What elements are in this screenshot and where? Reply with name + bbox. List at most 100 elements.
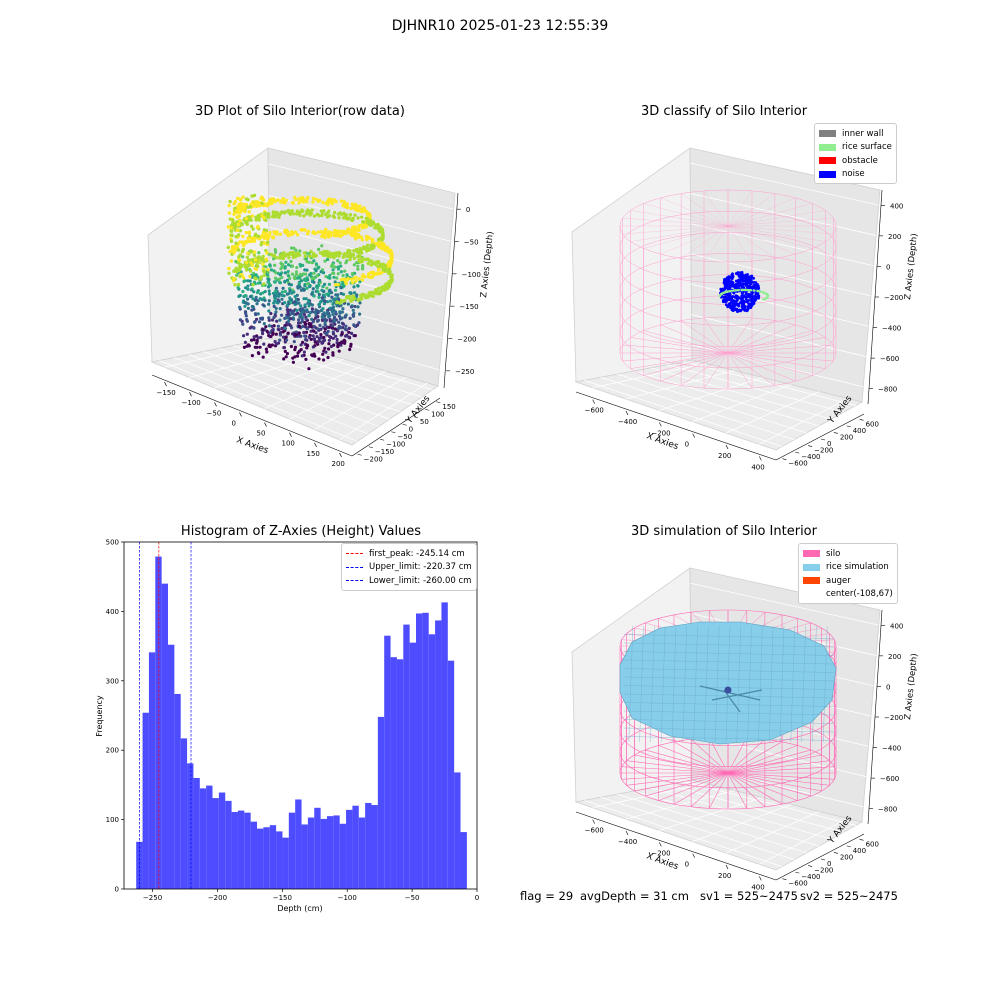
z-tick-label: −400	[882, 745, 901, 753]
grid-line	[600, 376, 795, 441]
data-point	[245, 261, 249, 265]
grid-line	[289, 370, 386, 420]
data-point	[320, 244, 324, 248]
z-tick-label: −100	[462, 271, 481, 279]
data-point	[290, 309, 294, 313]
data-point	[304, 322, 308, 326]
data-point	[262, 282, 266, 286]
data-point	[242, 243, 246, 248]
data-point	[334, 334, 338, 338]
data-point	[335, 337, 339, 342]
data-point	[305, 338, 309, 342]
data-point	[271, 331, 275, 335]
data-point	[262, 342, 266, 346]
data-point	[390, 252, 394, 257]
data-point	[331, 351, 335, 355]
data-point	[229, 239, 234, 243]
data-point	[283, 271, 287, 275]
rice-mesh-line	[623, 634, 835, 639]
y-tick-label: −400	[801, 873, 820, 881]
noise-point	[737, 309, 741, 313]
grid-line	[269, 258, 446, 306]
data-point	[301, 310, 305, 314]
data-point	[317, 247, 321, 251]
data-point	[267, 299, 271, 303]
data-point	[320, 288, 324, 292]
noise-point	[750, 295, 753, 299]
data-point	[303, 254, 308, 259]
data-point	[353, 334, 357, 338]
rice-mesh-line	[623, 710, 835, 716]
grid-line	[650, 787, 832, 840]
data-point	[285, 231, 289, 235]
data-point	[312, 338, 317, 342]
histogram-bar	[231, 811, 238, 889]
data-point	[333, 231, 337, 235]
y-tick	[820, 438, 826, 441]
data-point	[283, 301, 287, 305]
data-point	[307, 209, 311, 214]
data-point	[357, 233, 361, 237]
data-point	[297, 321, 301, 325]
data-point	[380, 229, 385, 233]
x-tick-label: −150	[157, 389, 176, 397]
z-tick-label: 200	[888, 233, 901, 241]
noise-point	[724, 303, 728, 307]
noise-point	[737, 302, 740, 306]
data-point	[255, 302, 259, 306]
data-point	[325, 286, 329, 290]
rice-surface-point	[749, 289, 752, 292]
data-point	[254, 204, 259, 208]
noise-point	[739, 283, 742, 287]
x-tick-label: −200	[651, 429, 670, 437]
data-point	[301, 324, 305, 328]
silo-wire-spoke	[727, 738, 766, 774]
data-point	[374, 272, 378, 276]
data-point	[285, 292, 289, 296]
y-tick	[808, 445, 813, 447]
data-point	[300, 319, 304, 323]
data-point	[244, 230, 249, 235]
data-point	[236, 282, 241, 287]
data-point	[234, 235, 238, 239]
data-point	[331, 312, 335, 316]
y-tick	[859, 838, 864, 841]
rice-depression	[699, 685, 763, 713]
rice-mesh-line	[623, 727, 835, 733]
data-point	[348, 316, 352, 320]
data-point	[294, 248, 298, 252]
data-point	[276, 324, 280, 328]
silo-wire-spoke	[727, 741, 783, 774]
y-tick-label: 0	[827, 440, 831, 448]
grid-line	[339, 382, 428, 441]
data-point	[337, 324, 341, 328]
figure-title: DJHNR10 2025-01-23 12:55:39	[391, 18, 609, 34]
data-point	[340, 332, 344, 336]
y-tick	[846, 425, 851, 428]
noise-point	[754, 284, 758, 288]
data-point	[334, 312, 338, 316]
data-point	[320, 296, 324, 300]
data-point	[315, 335, 319, 339]
data-point	[311, 287, 315, 291]
silo-wire-spoke	[680, 225, 729, 259]
data-point	[312, 214, 317, 218]
histogram-bar	[199, 788, 207, 889]
data-point	[311, 196, 316, 201]
z-tick-label: 0	[886, 683, 890, 691]
x-tick	[314, 442, 317, 447]
data-point	[280, 326, 284, 331]
data-point	[332, 275, 336, 279]
data-point	[317, 339, 321, 343]
data-point	[379, 246, 384, 250]
data-point	[227, 211, 232, 215]
data-point	[316, 290, 320, 294]
data-point	[355, 293, 359, 297]
histogram-bar	[460, 832, 467, 889]
noise-point	[734, 272, 738, 275]
data-point	[303, 334, 307, 338]
data-point	[276, 327, 280, 331]
data-point	[352, 291, 357, 295]
data-point	[275, 300, 279, 305]
x-tick	[592, 819, 595, 824]
